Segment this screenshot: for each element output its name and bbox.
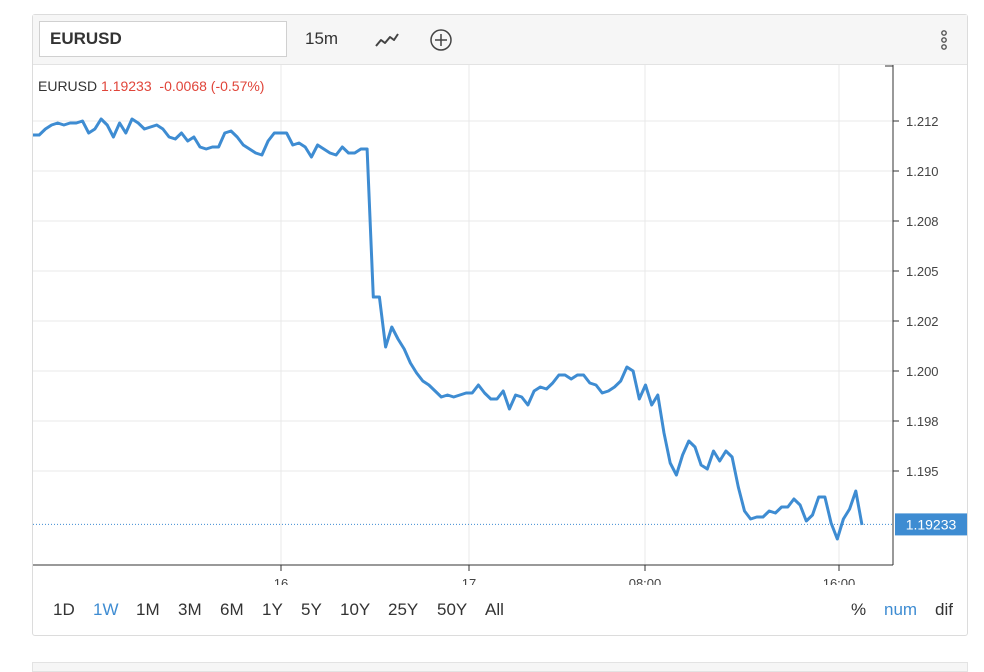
range-50y-button[interactable]: 50Y xyxy=(437,600,468,619)
x-tick-label: 16 xyxy=(274,576,288,585)
range-1w-button[interactable]: 1W xyxy=(93,600,119,619)
plus-circle-icon[interactable] xyxy=(427,26,455,54)
y-tick-label: 1.200 xyxy=(906,364,939,379)
chart-legend: EURUSD 1.19233 -0.0068 (-0.57%) xyxy=(38,78,264,94)
chart-toolbar: 15m xyxy=(33,15,967,65)
chart-grid xyxy=(33,65,893,565)
y-tick-label: 1.198 xyxy=(906,414,939,429)
range-1d-button[interactable]: 1D xyxy=(53,600,75,619)
mode-dif-button[interactable]: dif xyxy=(935,600,953,619)
last-price-label: 1.19233 xyxy=(906,516,957,532)
y-tick-label: 1.205 xyxy=(906,264,939,279)
price-line xyxy=(33,117,864,541)
interval-selector[interactable]: 15m xyxy=(305,29,339,48)
mode-percent-button[interactable]: % xyxy=(851,600,867,619)
y-tick-label: 1.210 xyxy=(906,164,939,179)
range-25y-button[interactable]: 25Y xyxy=(388,600,419,619)
range-1m-button[interactable]: 1M xyxy=(136,600,160,619)
price-chart-svg: 1.212 1.210 1.208 1.205 1.202 1.200 1.198 1.195… xyxy=(33,65,967,591)
legend-last-price: 1.19233 xyxy=(101,78,152,94)
last-price-badge xyxy=(895,513,967,536)
price-chart[interactable]: 1.212 1.210 1.208 1.205 1.202 1.200 1.198 1.195… xyxy=(33,65,969,591)
legend-symbol: EURUSD xyxy=(38,78,98,94)
symbol-input[interactable] xyxy=(39,21,287,57)
range-6m-button[interactable]: 6M xyxy=(220,600,244,619)
range-selector: 1D 1W 1M 3M 6M 1Y 5Y 10Y 25Y 50Y All % n… xyxy=(33,600,967,626)
range-5y-button[interactable]: 5Y xyxy=(301,600,322,619)
x-tick-label: 08:00 xyxy=(629,576,662,585)
y-tick-label: 1.208 xyxy=(906,214,939,229)
legend-change: -0.0068 (-0.57%) xyxy=(159,78,265,94)
range-3m-button[interactable]: 3M xyxy=(178,600,202,619)
x-axis: 16 17 08:00 16:00 xyxy=(33,564,893,591)
y-axis: 1.212 1.210 1.208 1.205 1.202 1.200 1.198 1.195 xyxy=(885,65,939,565)
last-price-marker: 1.19233 xyxy=(33,513,967,536)
line-chart-icon[interactable] xyxy=(373,26,401,54)
more-vertical-icon[interactable] xyxy=(939,26,949,54)
y-tick-label: 1.195 xyxy=(906,464,939,479)
y-tick-label: 1.202 xyxy=(906,314,939,329)
next-panel-edge xyxy=(32,662,968,672)
y-tick-label: 1.212 xyxy=(906,114,939,129)
mode-num-button[interactable]: num xyxy=(884,600,918,619)
x-tick-label: 17 xyxy=(462,576,476,585)
price-series xyxy=(33,117,864,541)
range-10y-button[interactable]: 10Y xyxy=(340,600,371,619)
range-1y-button[interactable]: 1Y xyxy=(262,600,283,619)
range-all-button[interactable]: All xyxy=(485,600,504,619)
x-tick-label: 16:00 xyxy=(823,576,856,585)
